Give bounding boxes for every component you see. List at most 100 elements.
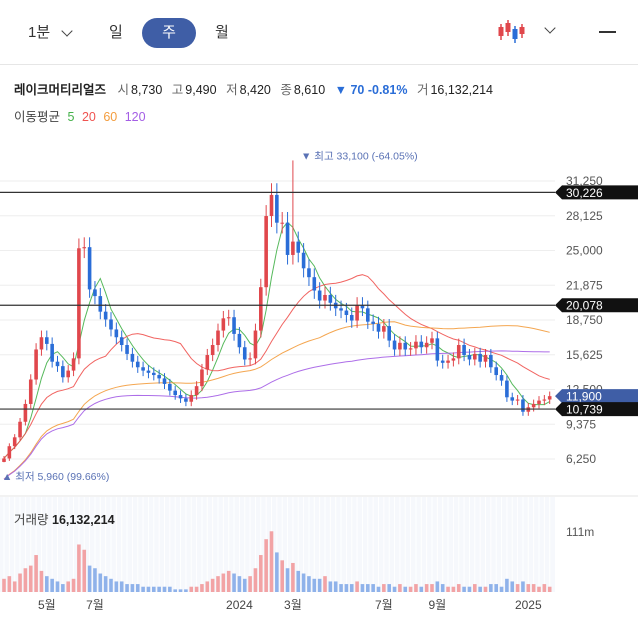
volume-tick-label: 111m: [566, 525, 594, 539]
volume-bar: [23, 568, 28, 592]
moving-average-label: 이동평균: [14, 110, 61, 124]
volume-title-label: 거래량: [14, 513, 49, 527]
volume-bar: [349, 584, 354, 592]
volume-bar: [237, 576, 242, 592]
candle-body: [462, 345, 466, 356]
volume-bar: [505, 578, 509, 592]
volume-bar: [242, 578, 247, 592]
volume-bar: [93, 568, 97, 592]
candle-body: [66, 370, 70, 378]
candle-body: [194, 386, 199, 396]
volume-bar: [467, 586, 472, 592]
candle-body: [387, 326, 391, 341]
candle-body: [146, 370, 151, 373]
volume-bar: [456, 584, 461, 592]
volume-bar: [157, 586, 161, 592]
candle-body: [141, 367, 145, 371]
volume-bar: [189, 586, 194, 592]
candle-body: [34, 349, 38, 380]
volume-bar: [141, 586, 145, 592]
minute-interval-selector[interactable]: 1분: [28, 18, 50, 48]
chevron-down-icon[interactable]: [61, 25, 73, 37]
volume-bar: [275, 552, 279, 592]
candle-body: [275, 194, 279, 223]
x-tick-label: 7월: [86, 598, 104, 612]
volume-bar: [499, 586, 504, 592]
volume-bar: [424, 584, 429, 592]
volume-bar: [109, 578, 113, 592]
volume-bar: [232, 573, 236, 592]
volume-bar: [510, 581, 515, 592]
candle-body: [473, 353, 477, 360]
candle-body: [82, 247, 87, 249]
tab-week[interactable]: 주: [142, 18, 196, 48]
menu-icon[interactable]: [599, 31, 616, 33]
volume-bar: [547, 586, 552, 592]
chart-type-chevron-icon[interactable]: [544, 22, 556, 34]
volume-title-value: 16,132,214: [52, 513, 115, 527]
candle-body: [467, 355, 472, 360]
volume-bar: [392, 586, 397, 592]
volume-bar: [103, 576, 108, 592]
candlestick-type-icon[interactable]: [497, 18, 525, 44]
volume-bar: [446, 586, 450, 592]
candle-body: [291, 241, 295, 255]
volume-bar: [408, 586, 413, 592]
volume-bar: [114, 581, 119, 592]
minute-label: 1분: [28, 24, 51, 41]
volume-bar: [205, 581, 210, 592]
candle-body: [87, 247, 92, 290]
volume-bar: [39, 570, 44, 592]
volume-bar: [531, 584, 536, 592]
price-marker-label: 20,078: [566, 299, 603, 313]
tab-day[interactable]: 일: [109, 24, 123, 41]
volume-bar: [168, 586, 172, 592]
candle-body: [23, 403, 28, 422]
candle-body: [317, 290, 322, 301]
volume-bar: [216, 576, 220, 592]
volume-bar: [71, 578, 76, 592]
volume-bar: [12, 581, 17, 592]
candle-body: [114, 329, 119, 338]
y-tick-label: 15,625: [566, 348, 603, 362]
ma-5-label: 5: [67, 110, 75, 124]
candle-body: [157, 375, 161, 379]
candle-body: [28, 379, 33, 404]
volume-bar: [248, 576, 252, 592]
price-marker-tag: [555, 402, 638, 417]
candle-body: [430, 338, 434, 343]
price-chart[interactable]: 31,25028,12525,00021,87518,75015,62512,5…: [0, 130, 638, 623]
candle-body: [119, 337, 124, 346]
candle-body: [168, 383, 172, 391]
candle-body: [93, 289, 97, 297]
x-tick-label: 5월: [38, 598, 56, 612]
candle-body: [61, 366, 65, 378]
volume-bar: [521, 581, 525, 592]
candle-body: [2, 458, 6, 462]
volume-label: 거: [416, 83, 429, 97]
candle-body: [237, 333, 242, 348]
candle-body: [178, 395, 183, 399]
candle-body: [18, 421, 22, 438]
candle-body: [221, 318, 226, 331]
y-tick-label: 25,000: [566, 244, 603, 258]
volume-bar: [259, 555, 263, 592]
y-tick-label: 31,250: [566, 174, 603, 188]
candle-body: [253, 330, 258, 359]
candle-body: [505, 380, 509, 398]
volume-bar: [333, 581, 338, 592]
tab-month[interactable]: 월: [215, 24, 229, 41]
candle-body: [162, 378, 167, 384]
volume-bar: [98, 573, 103, 592]
volume-bar: [537, 586, 541, 592]
volume-bar: [178, 589, 183, 592]
high-label: 고: [171, 83, 184, 97]
candle-body: [125, 345, 129, 354]
candle-body: [371, 321, 375, 324]
volume-bar: [28, 565, 33, 592]
y-tick-label: 18,750: [566, 313, 603, 327]
volume-bar: [435, 581, 440, 592]
volume-bar: [344, 584, 349, 592]
candle-body: [483, 355, 488, 362]
volume-bar: [515, 584, 520, 592]
